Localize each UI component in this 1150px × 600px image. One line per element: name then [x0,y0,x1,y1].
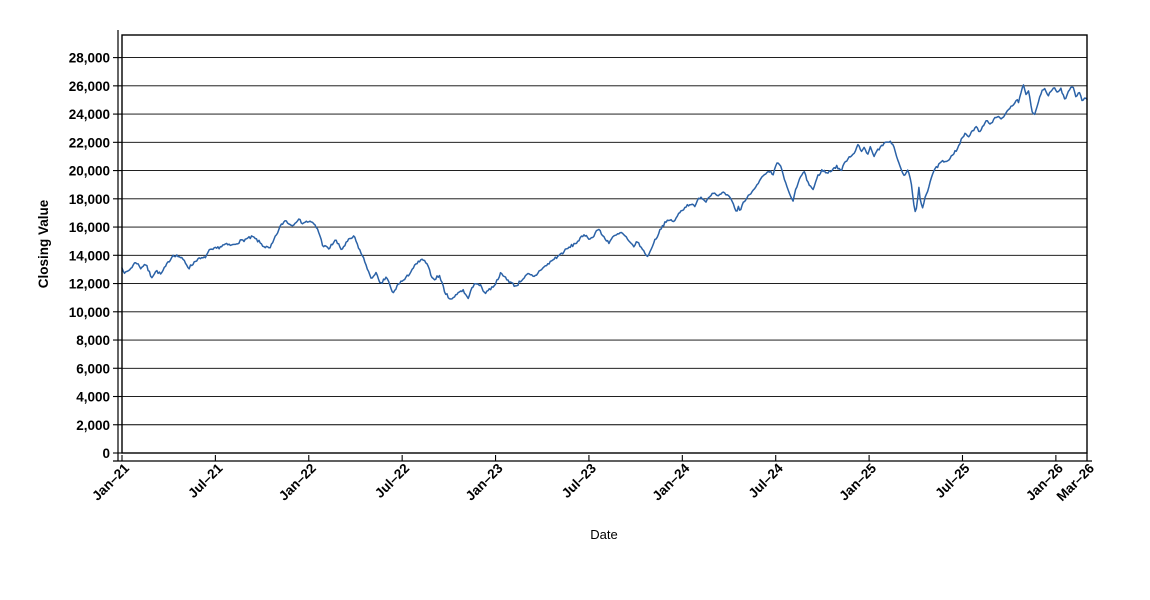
gridlines-layer [122,57,1087,426]
y-axis-tick-label: 6,000 [76,361,110,376]
price-line [121,84,1088,300]
y-axis-tick-label: 12,000 [69,277,110,292]
y-axis-tick-label: 4,000 [76,390,110,405]
x-axis-title: Date [590,527,617,542]
x-axis-tick-label: Jul–25 [932,460,973,501]
y-axis-title: Closing Value [36,199,51,288]
y-axis-tick-label: 26,000 [69,79,110,94]
y-axis-tick-label: 2,000 [76,418,110,433]
x-axis-tick-label: Jan–21 [89,460,132,503]
x-axis-tick-label: Jul–21 [185,460,226,501]
x-axis-tick-label: Jul–22 [372,461,412,501]
x-axis-tick-label: Jan–24 [649,460,692,503]
y-axis-tick-label: 0 [102,446,110,461]
x-axis-tick-label: Jan–22 [276,461,319,504]
ticks-layer: 0 2,000 4,000 6,000 8,000 10,000 12,000 14,000 1… [69,51,1098,504]
y-axis-tick-label: 24,000 [69,107,110,122]
y-axis-tick-label: 8,000 [76,333,110,348]
x-axis-tick-label: Jul–24 [746,460,787,501]
series-layer [121,84,1088,300]
y-axis-tick-label: 10,000 [69,305,110,320]
y-axis-tick-label: 20,000 [69,164,110,179]
plot-border [121,34,1088,454]
y-axis-tick-label: 18,000 [69,192,110,207]
x-axis-tick-label: Jan–23 [463,460,506,503]
y-axis-tick-label: 14,000 [69,248,110,263]
y-axis-tick-label: 28,000 [69,51,110,66]
x-axis-tick-label: Jan–25 [836,460,879,503]
y-axis-tick-label: 22,000 [69,135,110,150]
x-axis-tick-label: Jul–23 [559,460,600,501]
y-axis-tick-label: 16,000 [69,220,110,235]
